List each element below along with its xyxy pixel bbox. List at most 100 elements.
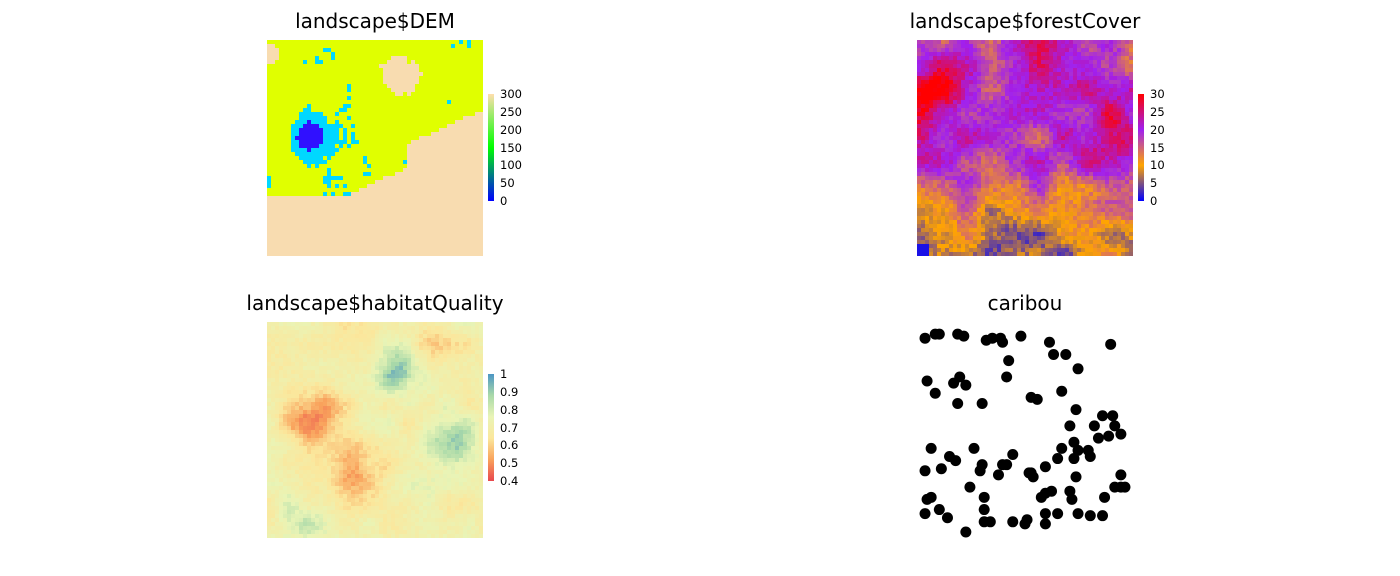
caribou-point	[1056, 442, 1068, 454]
caribou-point	[1003, 355, 1015, 367]
caribou-point	[1088, 420, 1100, 432]
dem-raster	[267, 40, 483, 256]
caribou-point	[929, 387, 941, 399]
caribou-point	[1039, 508, 1051, 520]
caribou-point	[1015, 330, 1027, 342]
caribou-point	[1027, 471, 1039, 483]
legend-tick-label: 20	[1150, 122, 1165, 137]
caribou-point	[976, 397, 988, 409]
caribou-point	[1068, 453, 1080, 465]
caribou-point	[1115, 469, 1127, 481]
caribou-point	[992, 469, 1004, 481]
caribou-point	[964, 481, 976, 493]
habitatquality-legend-bar	[488, 374, 494, 481]
caribou-points	[919, 328, 1131, 538]
legend-tick-label: 0.5	[500, 456, 519, 471]
caribou-point	[1097, 410, 1109, 422]
caribou-point	[933, 328, 945, 340]
caribou-point	[1070, 404, 1082, 416]
caribou-point	[1060, 349, 1072, 361]
caribou-point	[1109, 420, 1121, 432]
legend-tick-label: 0	[500, 194, 508, 208]
caribou-point	[986, 332, 998, 344]
caribou-point	[1068, 436, 1080, 448]
caribou-point	[1007, 516, 1019, 528]
legend-tick-label: 50	[500, 176, 515, 191]
caribou-point	[1007, 448, 1019, 460]
caribou-point	[958, 330, 970, 342]
caribou-point	[919, 332, 931, 344]
caribou-point	[921, 375, 933, 387]
caribou-point	[1103, 430, 1115, 442]
caribou-point	[1021, 514, 1033, 526]
caribou-point	[1064, 420, 1076, 432]
legend-tick-label: 0.6	[500, 438, 519, 453]
caribou-point	[1064, 485, 1076, 497]
caribou-point	[1001, 371, 1013, 383]
caribou-point	[1070, 471, 1082, 483]
legend-tick-label: 250	[500, 104, 522, 119]
caribou-point	[1052, 453, 1064, 465]
caribou-point	[1119, 481, 1131, 493]
caribou-point	[954, 371, 966, 383]
caribou-point	[960, 526, 972, 538]
caribou-point	[960, 379, 972, 391]
caribou-point	[1039, 461, 1051, 473]
caribou-point	[1056, 385, 1068, 397]
caribou-point	[1052, 508, 1064, 520]
caribou-point	[921, 493, 933, 505]
caribou-point	[1039, 487, 1051, 499]
caribou-point	[968, 442, 980, 454]
legend-tick-label: 25	[1150, 104, 1165, 119]
caribou-point	[978, 504, 990, 516]
caribou-point	[978, 516, 990, 528]
caribou-point	[1084, 510, 1096, 522]
caribou-point	[1072, 508, 1084, 520]
caribou-point	[952, 397, 964, 409]
caribou-point	[925, 442, 937, 454]
caribou-point	[1115, 428, 1127, 440]
legend-tick-label: 0.8	[500, 402, 519, 417]
caribou-point	[1039, 518, 1051, 530]
caribou-point	[941, 512, 953, 524]
dem-legend-bar	[488, 94, 494, 201]
caribou-title: caribou	[987, 291, 1063, 315]
caribou-point	[1099, 491, 1111, 503]
legend-tick-label: 200	[500, 122, 522, 137]
forestcover-raster	[917, 40, 1133, 256]
legend-tick-label: 0.4	[500, 474, 519, 488]
caribou-point	[978, 491, 990, 503]
habitatquality-raster	[267, 322, 483, 538]
caribou-point	[1001, 459, 1013, 471]
legend-tick-label: 150	[500, 140, 522, 155]
legend-tick-label: 100	[500, 158, 522, 173]
caribou-point	[997, 336, 1009, 348]
caribou-point	[933, 504, 945, 516]
legend-tick-label: 0.9	[500, 384, 519, 399]
caribou-point	[1107, 410, 1119, 422]
caribou-point	[1043, 336, 1055, 348]
legend-tick-label: 300	[500, 87, 522, 101]
legend-tick-label: 0.7	[500, 420, 519, 435]
legend-tick-label: 1	[500, 367, 508, 381]
caribou-point	[1072, 444, 1084, 456]
legend-tick-label: 0	[1150, 194, 1158, 208]
habitatquality-title: landscape$habitatQuality	[246, 291, 504, 315]
forestcover-legend-bar	[1138, 94, 1144, 201]
caribou-point	[1048, 349, 1060, 361]
caribou-point	[1031, 393, 1043, 405]
legend-tick-label: 5	[1150, 176, 1158, 191]
caribou-point	[1105, 338, 1117, 350]
legend-tick-label: 10	[1150, 158, 1165, 173]
dem-title: landscape$DEM	[295, 9, 455, 33]
caribou-point	[919, 508, 931, 520]
legend-tick-label: 30	[1150, 87, 1165, 101]
legend-tick-label: 15	[1150, 140, 1165, 155]
caribou-point	[935, 463, 947, 475]
caribou-point	[1072, 363, 1084, 375]
caribou-point	[919, 465, 931, 477]
caribou-point	[944, 451, 956, 463]
caribou-point	[1084, 451, 1096, 463]
caribou-point	[1097, 510, 1109, 522]
caribou-point	[1092, 432, 1104, 444]
